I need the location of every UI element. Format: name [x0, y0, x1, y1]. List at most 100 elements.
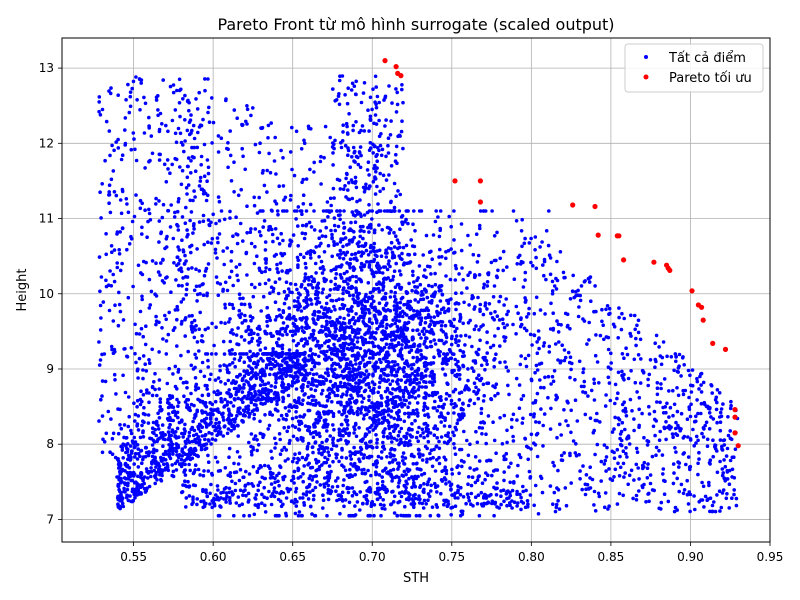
scatter-point [435, 436, 440, 440]
scatter-point [468, 243, 473, 247]
scatter-point [477, 273, 482, 277]
scatter-point [411, 391, 416, 395]
scatter-point [341, 306, 346, 311]
scatter-point [229, 259, 233, 263]
scatter-point [239, 335, 244, 339]
scatter-point [293, 425, 298, 430]
scatter-point [335, 317, 340, 322]
scatter-point [128, 94, 133, 99]
scatter-point [479, 363, 484, 368]
scatter-point [397, 499, 402, 504]
scatter-point [154, 196, 158, 201]
scatter-point [249, 339, 254, 344]
scatter-point [294, 415, 299, 420]
scatter-point [312, 318, 316, 323]
scatter-point [306, 441, 311, 446]
scatter-point [316, 379, 320, 384]
scatter-point [385, 401, 389, 405]
scatter-point [117, 252, 122, 256]
scatter-point [158, 152, 162, 157]
scatter-point [104, 252, 108, 257]
scatter-point [250, 452, 254, 457]
scatter-point [392, 209, 397, 213]
scatter-point [422, 395, 426, 400]
scatter-point [356, 250, 361, 254]
scatter-point [180, 238, 184, 242]
scatter-point [151, 430, 155, 435]
scatter-point [236, 396, 240, 401]
scatter-point [508, 480, 512, 485]
scatter-point [350, 396, 355, 400]
scatter-point [141, 334, 145, 339]
scatter-point [134, 158, 139, 163]
scatter-point [277, 184, 282, 188]
scatter-point [494, 382, 499, 387]
scatter-point [193, 388, 198, 392]
scatter-point [146, 476, 150, 480]
scatter-point [383, 265, 388, 269]
scatter-point [123, 116, 128, 120]
scatter-point [332, 304, 336, 309]
scatter-point [326, 497, 331, 502]
scatter-point [375, 327, 380, 331]
scatter-point [399, 287, 403, 291]
scatter-point [370, 209, 375, 213]
scatter-point [236, 389, 240, 393]
scatter-point [389, 397, 393, 402]
scatter-point [467, 303, 471, 307]
scatter-point [212, 343, 216, 348]
scatter-point [204, 488, 208, 492]
scatter-point [138, 435, 143, 440]
scatter-point [484, 501, 489, 506]
scatter-point [358, 346, 363, 351]
scatter-point [312, 160, 317, 165]
scatter-point [366, 253, 371, 257]
scatter-point [142, 95, 146, 100]
scatter-point [124, 98, 128, 102]
scatter-point [268, 360, 273, 365]
scatter-point [311, 497, 316, 502]
scatter-point [260, 492, 264, 497]
scatter-point [505, 312, 509, 317]
scatter-point [424, 336, 428, 340]
scatter-point [223, 321, 227, 326]
scatter-point [385, 267, 390, 272]
scatter-point [155, 439, 159, 444]
scatter-point [486, 414, 491, 418]
scatter-point [335, 385, 340, 390]
scatter-point [392, 269, 397, 274]
scatter-point [511, 209, 516, 213]
scatter-point [377, 357, 382, 362]
scatter-point [533, 248, 537, 252]
scatter-point [288, 282, 293, 286]
scatter-point [492, 365, 497, 369]
scatter-point [444, 340, 448, 344]
scatter-point [333, 307, 337, 312]
scatter-point [435, 505, 440, 510]
scatter-point [393, 387, 398, 392]
scatter-point [340, 350, 344, 354]
scatter-point [353, 251, 358, 256]
scatter-point [454, 340, 458, 345]
scatter-point [281, 399, 285, 404]
scatter-point [371, 356, 375, 360]
scatter-point [419, 293, 424, 297]
scatter-point [309, 225, 314, 229]
scatter-point [507, 392, 511, 397]
scatter-point [417, 316, 421, 320]
scatter-point [349, 457, 354, 461]
scatter-point [427, 300, 432, 304]
scatter-point [183, 221, 188, 225]
scatter-point [175, 453, 179, 457]
scatter-point [423, 320, 428, 325]
scatter-point [347, 513, 351, 518]
scatter-point [157, 436, 161, 441]
scatter-point [317, 465, 322, 469]
scatter-point [442, 476, 447, 480]
scatter-point [147, 207, 151, 212]
scatter-point [441, 306, 446, 310]
scatter-point [263, 387, 268, 392]
scatter-point [138, 206, 143, 211]
scatter-point [256, 332, 260, 337]
scatter-point [410, 421, 414, 426]
